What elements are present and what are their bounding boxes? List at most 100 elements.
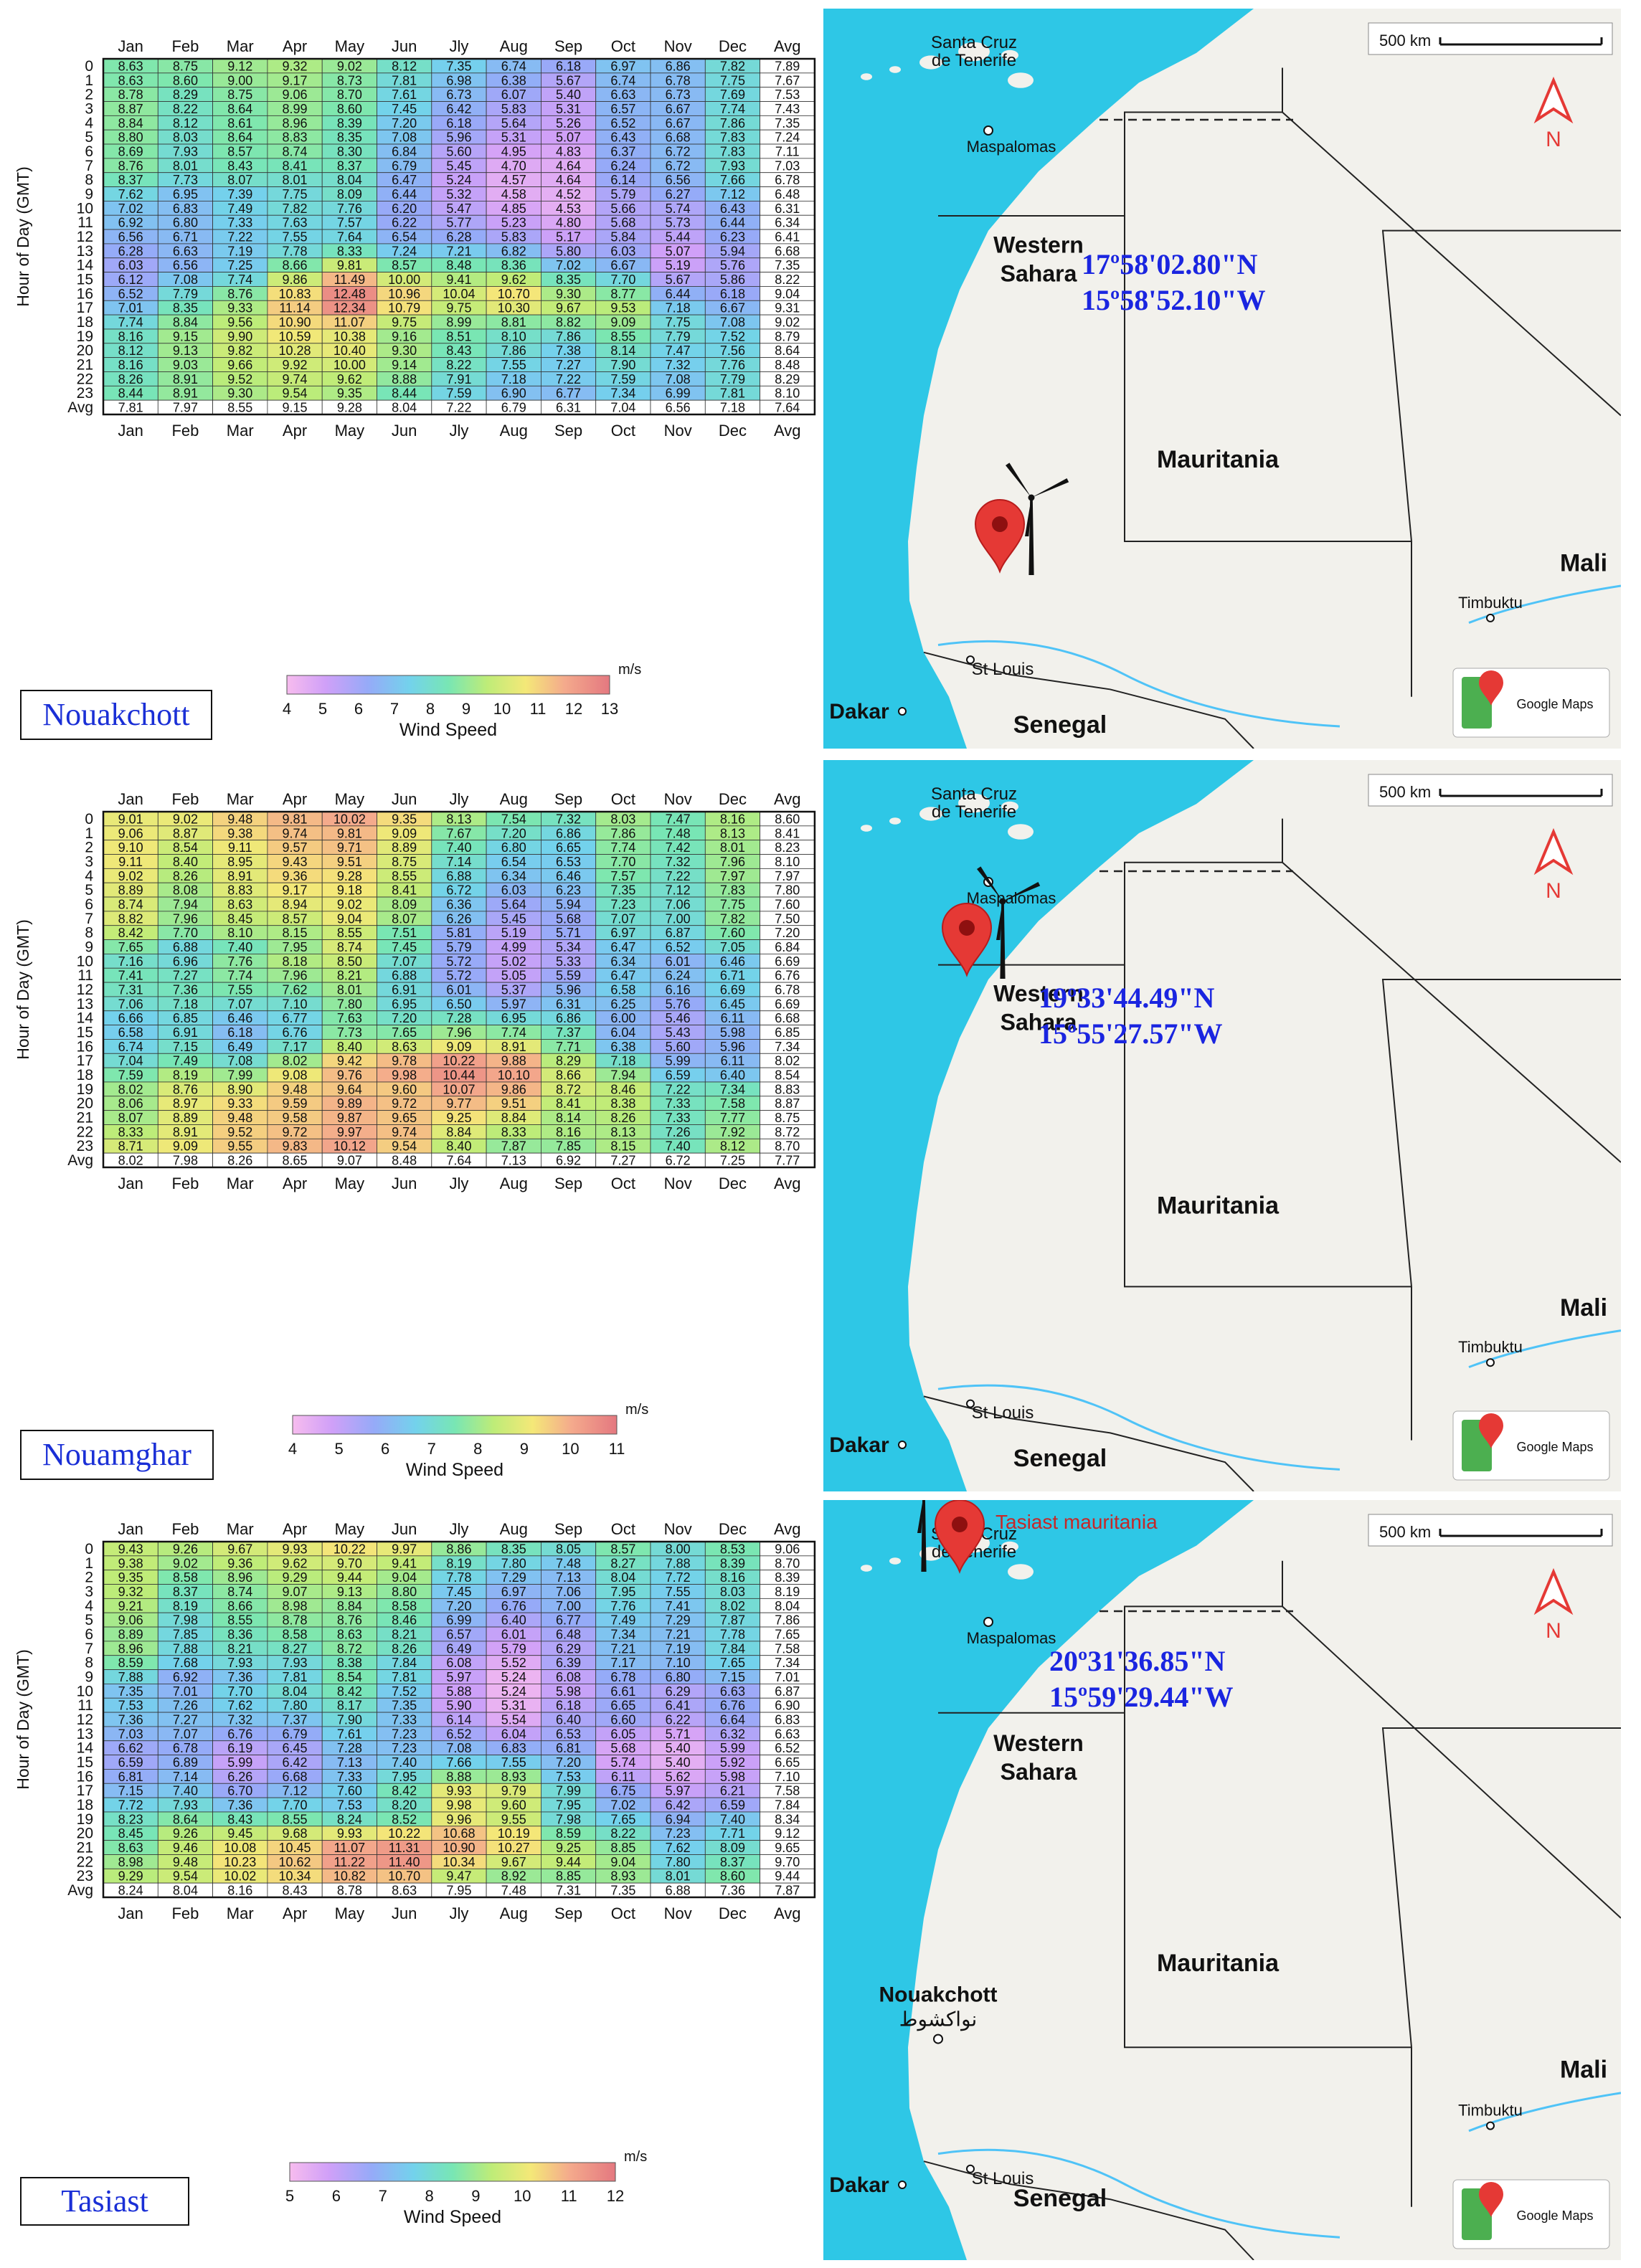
heatmap-cell-value: 7.52 <box>720 329 745 343</box>
heatmap-cell-value: 6.81 <box>118 1770 143 1784</box>
heatmap-cell-value: 7.36 <box>118 1713 143 1727</box>
x-tick-top-Mar: Mar <box>227 37 254 55</box>
y-tick-21: 21 <box>77 357 93 374</box>
map-island <box>1008 1564 1034 1580</box>
colorbar-tick: 13 <box>601 700 618 718</box>
map-borders <box>923 818 1621 1491</box>
heatmap-cell-value: 6.83 <box>775 1713 800 1727</box>
heatmap-cell-value: 9.75 <box>446 301 471 315</box>
heatmap-cell-value: 4.52 <box>556 187 581 201</box>
heatmap-cell-value: 8.60 <box>720 1869 745 1884</box>
heatmap-cell-value: 9.18 <box>337 883 362 898</box>
heatmap-cell-value: 6.52 <box>118 287 143 301</box>
colorbar-unit: m/s <box>624 2149 647 2165</box>
heatmap-cell-value: 8.03 <box>610 812 635 826</box>
heatmap-cell-value: 6.85 <box>775 1025 800 1040</box>
colorbar <box>289 2162 616 2182</box>
heatmap-cell-value: 9.09 <box>173 1139 198 1154</box>
x-tick-top-Aug: Aug <box>500 790 528 808</box>
colorbar-tick: 7 <box>427 1440 436 1458</box>
heatmap-cell-value: 9.88 <box>501 1054 526 1068</box>
heatmap-cell-value: 9.12 <box>227 59 252 73</box>
heatmap-cell-value: 6.52 <box>610 116 635 131</box>
heatmap-cell-value: 5.77 <box>446 216 471 230</box>
heatmap-cell-value: 6.87 <box>666 926 691 940</box>
heatmap-cell-value: 9.65 <box>775 1841 800 1855</box>
heatmap-cell-value: 5.24 <box>446 173 471 187</box>
heatmap-cell-value: 8.14 <box>556 1111 581 1125</box>
heatmap-cell-value: 9.81 <box>337 826 362 840</box>
heatmap-cell-value: 9.04 <box>392 1570 417 1585</box>
heatmap-cell-value: 6.54 <box>392 230 417 245</box>
map-island <box>861 73 872 80</box>
heatmap-cell-value: 9.06 <box>775 1542 800 1556</box>
heatmap-cell-value: 6.71 <box>720 969 745 983</box>
north-label: N <box>1546 879 1561 903</box>
label-nouakchott-arabic: نواكشوط <box>899 2008 978 2031</box>
heatmap-cell-value: 6.82 <box>501 244 526 258</box>
heatmap-cell-value: 9.47 <box>446 1869 471 1884</box>
heatmap-cell-value: 9.98 <box>392 1068 417 1083</box>
heatmap-cell-value: 9.38 <box>118 1556 143 1570</box>
heatmap-cell-value: 7.03 <box>118 1727 143 1741</box>
heatmap-cell-value: 6.99 <box>446 1613 471 1628</box>
x-tick-top-May: May <box>335 790 365 808</box>
heatmap-cell-value: 6.83 <box>501 1741 526 1755</box>
heatmap-cell-value: 9.72 <box>392 1096 417 1111</box>
heatmap-cell-value: 6.16 <box>666 983 691 997</box>
heatmap-cell-value: 5.98 <box>556 1684 581 1699</box>
heatmap-cell-value: 12.34 <box>334 301 366 315</box>
y-tick-14: 14 <box>77 257 94 274</box>
heatmap-cell-value: 9.74 <box>392 1125 417 1139</box>
heatmap-cell-value: 9.48 <box>173 1855 198 1869</box>
label-santa-cruz: Santa Cruz <box>931 784 1017 804</box>
heatmap-cell-value: 7.93 <box>283 1656 308 1670</box>
heatmap-cell-value: 9.21 <box>118 1599 143 1613</box>
heatmap-cell-value: 7.21 <box>446 244 471 258</box>
heatmap-cell-value: 8.78 <box>283 1613 308 1628</box>
heatmap-cell-value: 8.90 <box>227 1082 252 1096</box>
heatmap-cell-value: 7.32 <box>666 358 691 372</box>
map-island <box>1008 824 1034 840</box>
heatmap-cell-value: 8.83 <box>227 883 252 898</box>
heatmap-cell-value: 9.43 <box>118 1542 143 1556</box>
heatmap-cell-value: 7.87 <box>775 1884 800 1898</box>
heatmap-cell-value: 7.95 <box>556 1798 581 1813</box>
heatmap-cell-value: 6.59 <box>720 1798 745 1813</box>
heatmap-cell-value: 7.58 <box>775 1784 800 1798</box>
heatmap-cell-value: 8.36 <box>227 1627 252 1641</box>
map-borders <box>923 67 1621 749</box>
label-mali: Mali <box>1560 549 1607 577</box>
heatmap-cell-value: 6.46 <box>720 954 745 969</box>
heatmap-cell-value: 8.39 <box>775 1570 800 1585</box>
heatmap-cell-value: 8.55 <box>283 1812 308 1826</box>
heatmap-cell-value: 6.42 <box>446 102 471 116</box>
google-maps-pin-icon <box>1479 670 1503 706</box>
heatmap-cell-value: 6.68 <box>666 131 691 145</box>
heatmap-cell-value: 8.48 <box>775 358 800 372</box>
heatmap-cell-value: 9.35 <box>337 386 362 401</box>
city-dot <box>898 707 907 716</box>
heatmap-cell-value: 6.79 <box>283 1727 308 1741</box>
colorbar-tick: 8 <box>426 700 435 718</box>
heatmap-cell-value: 6.72 <box>666 1154 691 1168</box>
heatmap-cell-value: 7.20 <box>392 1011 417 1025</box>
heatmap-cell-value: 8.80 <box>392 1585 417 1599</box>
heatmap-cell-value: 7.95 <box>392 1770 417 1784</box>
heatmap-cell-value: 7.49 <box>610 1613 635 1628</box>
heatmap-cell-value: 7.16 <box>118 954 143 969</box>
heatmap-cell-value: 10.22 <box>388 1826 420 1841</box>
heatmap-cell-value: 7.26 <box>173 1699 198 1713</box>
heatmap-cell-value: 9.12 <box>775 1826 800 1841</box>
heatmap-tasiast: Jan Feb Mar Apr May Jun Jly Aug Sep Oct Nov Dec Avg J… <box>14 1520 816 2227</box>
heatmap-cell-value: 9.02 <box>118 869 143 883</box>
heatmap-cell-value: 7.62 <box>283 983 308 997</box>
heatmap-cell-value: 8.81 <box>501 315 526 330</box>
heatmap-cell-value: 9.82 <box>227 343 252 358</box>
heatmap-cell-value: 7.07 <box>392 954 417 969</box>
heatmap-cell-value: 6.56 <box>666 173 691 187</box>
heatmap-cell-value: 6.74 <box>610 73 635 87</box>
heatmap-cell-value: 6.88 <box>173 940 198 954</box>
heatmap-cell-value: 6.11 <box>721 1011 745 1025</box>
heatmap-cell-value: 8.26 <box>610 1111 635 1125</box>
